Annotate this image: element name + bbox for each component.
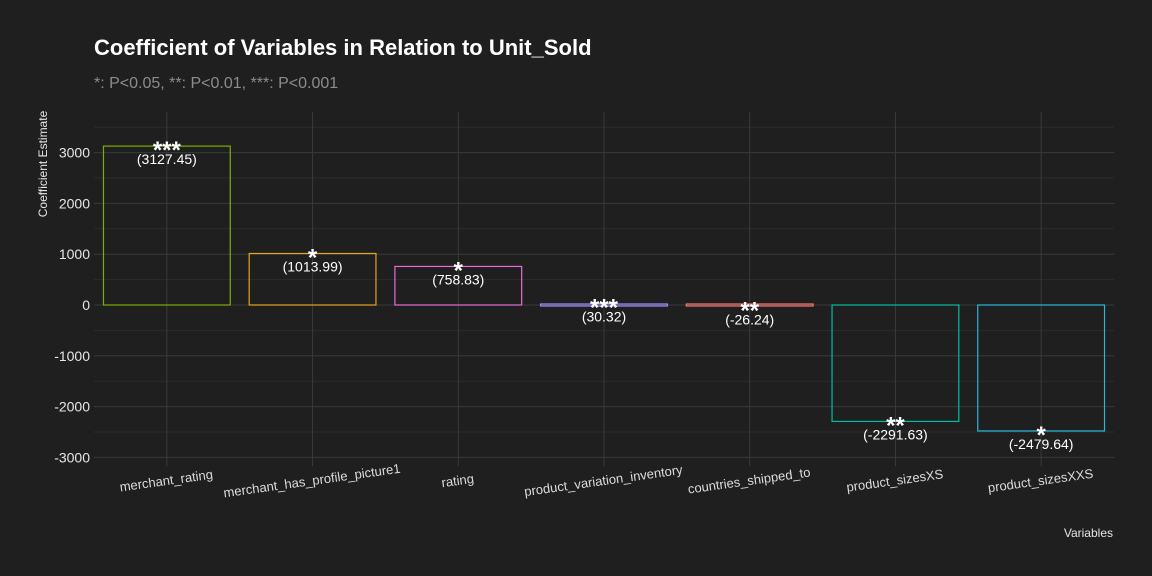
x-axis-title: Variables	[1064, 526, 1113, 540]
significance-label: *	[454, 257, 464, 284]
significance-label: **	[886, 412, 905, 439]
x-tick-label: product_variation_inventory	[523, 462, 684, 499]
y-tick-label: 2000	[59, 195, 90, 211]
y-tick-label: 1000	[59, 246, 90, 262]
bar	[394, 265, 523, 306]
y-tick-label: 3000	[59, 145, 90, 161]
grid-lines	[94, 112, 1114, 466]
y-tick-label: -3000	[54, 449, 90, 465]
bar	[540, 303, 668, 307]
value-label: (-2479.64)	[1009, 436, 1074, 452]
y-tick-label: -2000	[54, 399, 90, 415]
value-label: (-2291.63)	[863, 426, 928, 442]
x-axis-ticks: merchant_rating merchant_has_profile_pict…	[119, 461, 1095, 501]
significance-label: *	[1036, 422, 1046, 449]
significance-label: ***	[153, 137, 182, 164]
x-tick-label: merchant_rating	[119, 467, 214, 495]
value-label: (30.32)	[582, 308, 626, 324]
x-tick-label: countries_shipped_to	[687, 465, 811, 497]
chart-subtitle: *: P<0.05, **: P<0.01, ***: P<0.001	[94, 75, 338, 92]
bar	[831, 304, 960, 423]
y-tick-label: 0	[82, 297, 90, 313]
bars-group	[102, 145, 1106, 432]
x-tick-label: product_sizesXXS	[987, 466, 1095, 496]
bar	[248, 252, 377, 306]
chart-title: Coefficient of Variables in Relation to …	[94, 35, 592, 60]
bar	[685, 303, 814, 307]
value-label: (1013.99)	[283, 258, 343, 274]
bar	[977, 304, 1106, 432]
y-axis-ticks: 3000 2000 1000 0 -1000 -2000 -3000	[54, 145, 90, 466]
x-tick-label: merchant_has_profile_picture1	[223, 461, 402, 501]
y-axis-title: Coefficient Estimate	[36, 110, 50, 217]
value-label: (758.83)	[432, 271, 484, 287]
value-label: (3127.45)	[137, 151, 197, 167]
significance-label: ***	[590, 294, 619, 321]
bar	[102, 145, 231, 306]
value-label: (-26.24)	[725, 311, 774, 327]
y-tick-label: -1000	[54, 348, 90, 364]
significance-label: **	[740, 297, 759, 324]
x-tick-label: rating	[441, 471, 475, 490]
x-tick-label: product_sizesXS	[845, 466, 944, 494]
data-labels: ***(3127.45)*(1013.99) *(758.83)***(30.32…	[137, 137, 1074, 452]
significance-label: *	[308, 244, 318, 271]
